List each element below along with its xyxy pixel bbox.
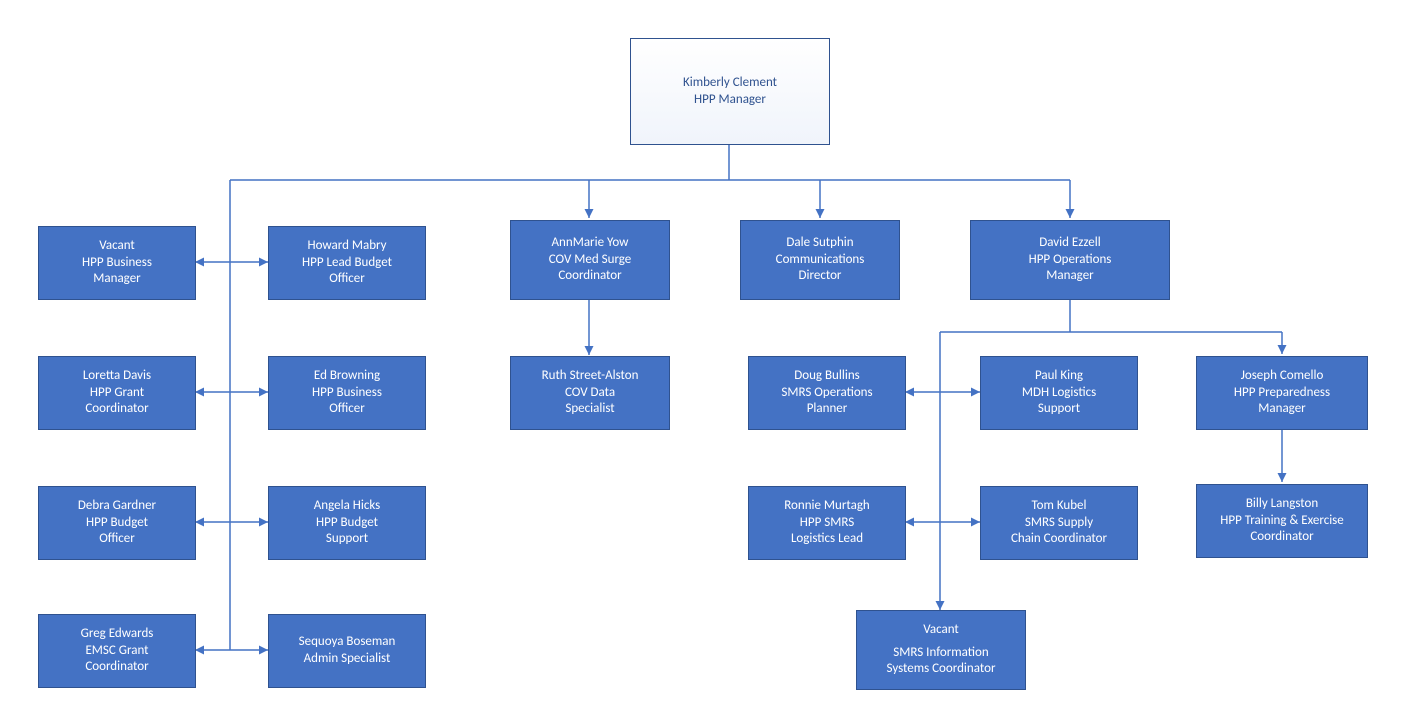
- node-davis: Loretta Davis HPP Grant Coordinator: [38, 356, 196, 430]
- node-root: Kimberly Clement HPP Manager: [630, 38, 830, 145]
- node-title: HPP Grant: [90, 385, 144, 402]
- node-title: HPP Manager: [694, 92, 766, 109]
- node-title2: Logistics Lead: [791, 531, 863, 548]
- node-title2: Manager: [1258, 401, 1305, 418]
- node-title2: Coordinator: [85, 401, 148, 418]
- node-title2: Systems Coordinator: [887, 661, 996, 678]
- node-title2: Support: [1038, 401, 1080, 418]
- node-title2: Coordinator: [558, 268, 621, 285]
- node-title2: Chain Coordinator: [1011, 531, 1107, 548]
- node-name: Kimberly Clement: [683, 75, 777, 92]
- node-name: Howard Mabry: [307, 238, 386, 255]
- node-name: Ed Browning: [314, 368, 380, 385]
- node-name: Paul King: [1035, 368, 1083, 385]
- node-title: HPP Budget: [86, 515, 148, 532]
- node-kubel: Tom Kubel SMRS Supply Chain Coordinator: [980, 486, 1138, 560]
- node-name: Doug Bullins: [794, 368, 860, 385]
- node-title2: Manager: [93, 271, 140, 288]
- node-title: HPP Operations: [1029, 252, 1112, 269]
- node-ezzell: David Ezzell HPP Operations Manager: [970, 220, 1170, 300]
- node-browning: Ed Browning HPP Business Officer: [268, 356, 426, 430]
- node-title: COV Med Surge: [549, 252, 632, 269]
- node-title: HPP SMRS: [800, 515, 854, 532]
- node-comello: Joseph Comello HPP Preparedness Manager: [1196, 356, 1368, 430]
- node-name: Vacant: [99, 238, 135, 255]
- node-title2: Officer: [329, 401, 365, 418]
- node-gardner: Debra Gardner HPP Budget Officer: [38, 486, 196, 560]
- node-vacant-smrs: Vacant SMRS Information Systems Coordina…: [856, 610, 1026, 690]
- node-name: Greg Edwards: [81, 626, 154, 643]
- node-title: HPP Budget: [316, 515, 378, 532]
- node-title: SMRS Operations: [781, 385, 872, 402]
- node-name: Angela Hicks: [314, 498, 380, 515]
- node-business-manager: Vacant HPP Business Manager: [38, 226, 196, 300]
- node-bullins: Doug Bullins SMRS Operations Planner: [748, 356, 906, 430]
- node-title2: Director: [799, 268, 842, 285]
- node-title2: Specialist: [565, 401, 614, 418]
- node-title: EMSC Grant: [85, 643, 148, 660]
- node-name: Loretta Davis: [83, 368, 151, 385]
- node-name: Sequoya Boseman: [299, 634, 396, 651]
- node-title: HPP Lead Budget: [302, 255, 392, 272]
- node-name: Dale Sutphin: [786, 235, 853, 252]
- node-title: HPP Training & Exercise: [1220, 513, 1343, 530]
- node-title: HPP Business: [82, 255, 152, 272]
- node-edwards: Greg Edwards EMSC Grant Coordinator: [38, 614, 196, 688]
- node-king: Paul King MDH Logistics Support: [980, 356, 1138, 430]
- node-name: Billy Langston: [1246, 496, 1318, 513]
- node-title2: Planner: [807, 401, 848, 418]
- node-name: Ruth Street-Alston: [542, 368, 639, 385]
- node-name: Joseph Comello: [1241, 368, 1324, 385]
- node-title2: Coordinator: [85, 659, 148, 676]
- node-name: Ronnie Murtagh: [784, 498, 870, 515]
- node-langston: Billy Langston HPP Training & Exercise C…: [1196, 484, 1368, 558]
- node-street: Ruth Street-Alston COV Data Specialist: [510, 356, 670, 430]
- node-title: HPP Business: [312, 385, 382, 402]
- node-title2: Officer: [99, 531, 135, 548]
- node-title2: Coordinator: [1250, 529, 1313, 546]
- node-title2: Officer: [329, 271, 365, 288]
- node-boseman: Sequoya Boseman Admin Specialist: [268, 614, 426, 688]
- node-sutphin: Dale Sutphin Communications Director: [740, 220, 900, 300]
- node-mabry: Howard Mabry HPP Lead Budget Officer: [268, 226, 426, 300]
- node-title: COV Data: [565, 385, 615, 402]
- node-title: MDH Logistics: [1022, 385, 1096, 402]
- node-title2: Support: [326, 531, 368, 548]
- node-title: HPP Preparedness: [1234, 385, 1330, 402]
- node-title: SMRS Information: [893, 645, 988, 662]
- node-title2: Manager: [1046, 268, 1093, 285]
- node-name: Vacant: [923, 622, 959, 639]
- node-murtagh: Ronnie Murtagh HPP SMRS Logistics Lead: [748, 486, 906, 560]
- node-name: AnnMarie Yow: [552, 235, 629, 252]
- node-yow: AnnMarie Yow COV Med Surge Coordinator: [510, 220, 670, 300]
- node-name: David Ezzell: [1039, 235, 1100, 252]
- node-title: Communications: [776, 252, 865, 269]
- node-name: Tom Kubel: [1031, 498, 1086, 515]
- node-name: Debra Gardner: [78, 498, 156, 515]
- node-title: SMRS Supply: [1025, 515, 1093, 532]
- node-title: Admin Specialist: [304, 651, 391, 668]
- node-hicks: Angela Hicks HPP Budget Support: [268, 486, 426, 560]
